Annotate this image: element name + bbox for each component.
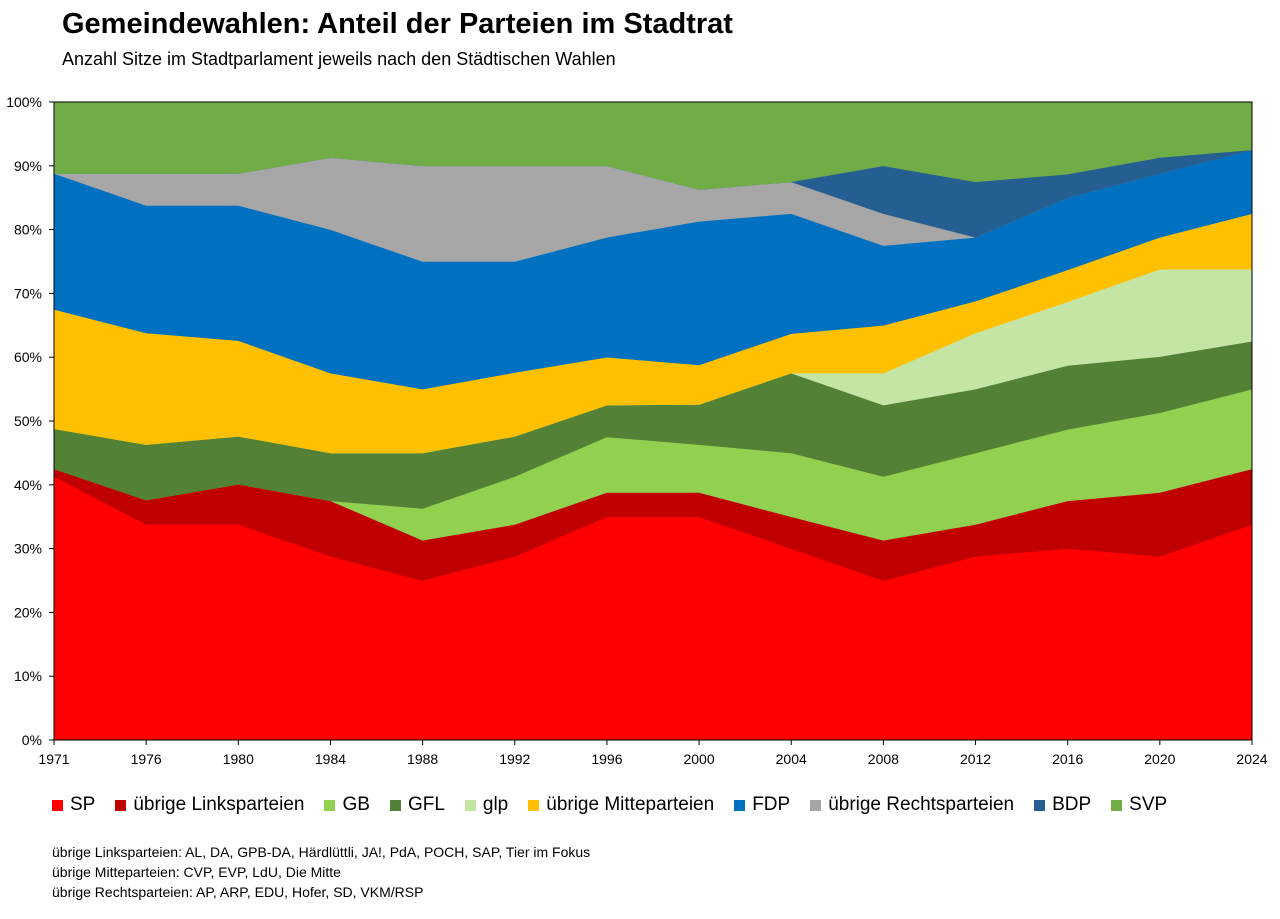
legend-swatch: [810, 799, 822, 811]
y-tick-label: 40%: [14, 477, 42, 493]
legend-swatch: [1111, 799, 1123, 811]
legend-label: SVP: [1129, 794, 1168, 815]
y-tick-label: 10%: [14, 668, 42, 684]
legend-swatch: [1034, 799, 1046, 811]
legend-item: übrige Linksparteien: [115, 794, 304, 816]
legend-label: GFL: [407, 794, 445, 815]
footnotes: übrige Linksparteien: AL, DA, GPB-DA, Hä…: [52, 842, 590, 902]
x-tick-label: 2024: [1236, 751, 1267, 767]
stacked-area-chart: 0% 10% 20% 30% 40% 50% 60% 70% 80% 90% 100% 1971 197…: [6, 94, 1268, 767]
legend-item: GFL: [389, 794, 445, 816]
legend-label: übrige Rechtsparteien: [828, 794, 1015, 815]
legend-item: FDP: [734, 794, 790, 816]
legend-swatch: [464, 799, 476, 811]
legend-label: übrige Linksparteien: [133, 794, 305, 815]
footnote-right-parties: übrige Rechtsparteien: AP, ARP, EDU, Hof…: [52, 884, 424, 900]
legend-swatch: [52, 799, 63, 811]
y-tick-label: 90%: [14, 158, 42, 174]
y-tick-label: 70%: [14, 285, 42, 301]
y-tick-label: 60%: [14, 349, 42, 365]
chart-legend: SP übrige Linksparteien GB GFL glp übrige Mit…: [52, 792, 1272, 818]
legend-swatch: [324, 799, 336, 811]
legend-label: FDP: [752, 794, 791, 815]
legend-label: übrige Mitteparteien: [546, 794, 715, 815]
y-tick-label: 20%: [14, 604, 42, 620]
footnote-left-parties: übrige Linksparteien: AL, DA, GPB-DA, Hä…: [52, 844, 591, 860]
legend-label: BDP: [1052, 794, 1092, 815]
legend-label: GB: [342, 794, 370, 815]
x-tick-label: 2012: [960, 751, 991, 767]
legend-swatch: [528, 799, 540, 811]
legend-swatch: [389, 799, 401, 811]
x-tick-label: 1988: [407, 751, 438, 767]
x-tick-label: 1992: [499, 751, 530, 767]
legend-label: glp: [482, 794, 509, 815]
footnote-center-parties: übrige Mitteparteien: CVP, EVP, LdU, Die…: [52, 864, 341, 880]
legend-item: SVP: [1111, 794, 1167, 816]
y-tick-label: 30%: [14, 541, 42, 557]
y-tick-label: 80%: [14, 222, 42, 238]
chart-subtitle: Anzahl Sitze im Stadtparlament jeweils n…: [62, 49, 616, 69]
legend-item: glp: [464, 794, 509, 816]
legend-label: SP: [70, 794, 96, 815]
legend-item: übrige Rechtsparteien: [810, 794, 1014, 816]
x-tick-label: 2008: [868, 751, 899, 767]
chart-title: Gemeindewahlen: Anteil der Parteien im S…: [62, 8, 733, 40]
legend-swatch: [734, 799, 746, 811]
y-tick-label: 0%: [22, 732, 42, 748]
y-tick-label: 100%: [6, 94, 42, 110]
x-tick-label: 2016: [1052, 751, 1083, 767]
x-tick-label: 2004: [776, 751, 807, 767]
y-tick-label: 50%: [14, 413, 42, 429]
legend-item: SP: [52, 794, 95, 816]
x-tick-label: 1976: [131, 751, 162, 767]
legend-item: GB: [324, 794, 370, 816]
legend-item: BDP: [1034, 794, 1091, 816]
legend-item: übrige Mitteparteien: [528, 794, 714, 816]
x-tick-label: 1971: [38, 751, 69, 767]
x-tick-label: 2020: [1144, 751, 1175, 767]
x-tick-label: 1984: [315, 751, 346, 767]
x-tick-label: 1996: [591, 751, 622, 767]
x-tick-label: 1980: [223, 751, 254, 767]
x-tick-label: 2000: [683, 751, 714, 767]
legend-swatch: [115, 799, 127, 811]
